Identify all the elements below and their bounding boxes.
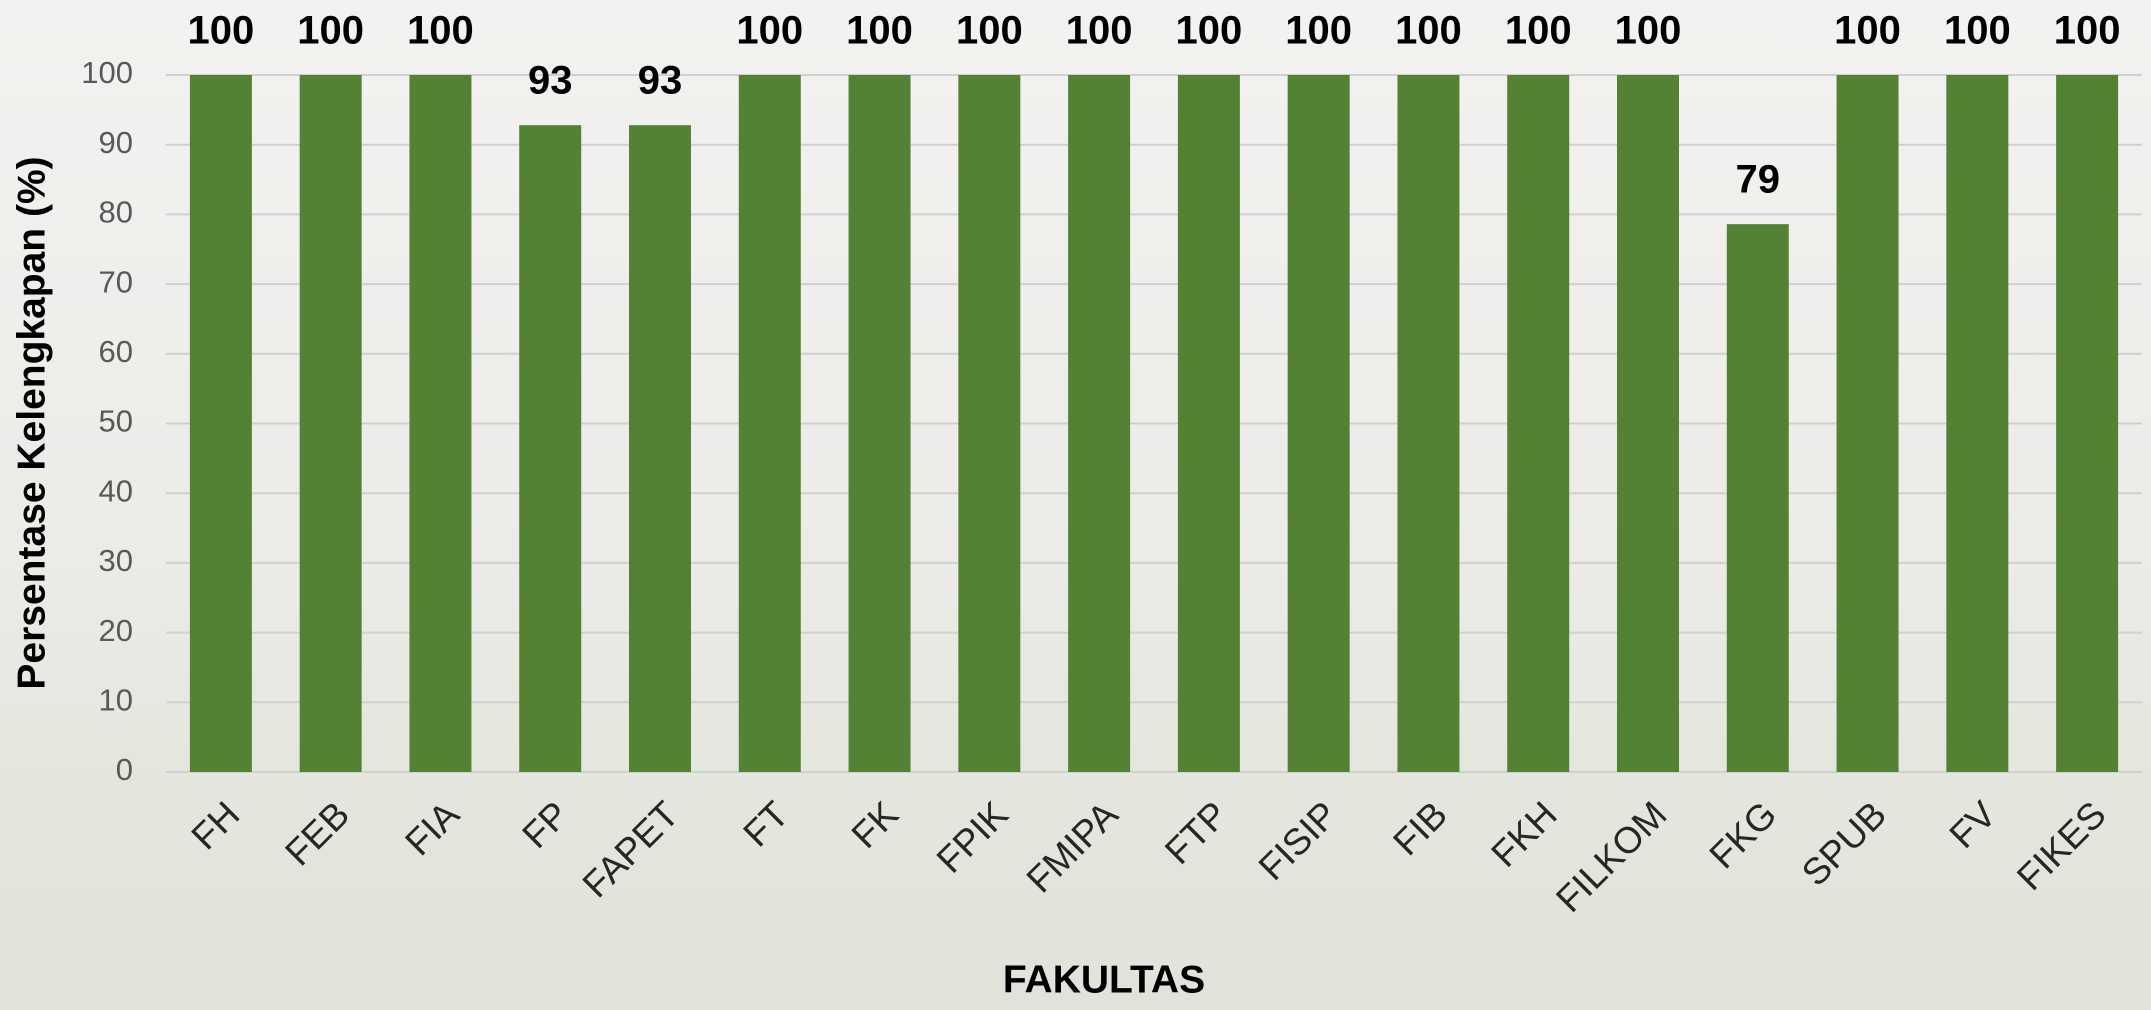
data-label: 100: [1176, 9, 1243, 53]
y-tick-label: 40: [99, 473, 133, 508]
y-tick-label: 10: [99, 682, 133, 717]
bar: [1507, 75, 1570, 772]
data-label: 100: [297, 9, 364, 53]
y-axis-title: Persentase Kelengkapan (%): [10, 156, 53, 689]
data-label: 100: [1834, 9, 1901, 53]
data-label: 100: [1066, 9, 1133, 53]
y-tick-label: 90: [99, 125, 133, 160]
data-label: 100: [1395, 9, 1462, 53]
y-tick-label: 100: [81, 55, 133, 90]
bar: [958, 75, 1021, 772]
bar: [1397, 75, 1460, 772]
data-label: 100: [1615, 9, 1682, 53]
bar: [409, 75, 472, 772]
data-label: 100: [846, 9, 913, 53]
data-label: 100: [1944, 9, 2011, 53]
bar: [1617, 75, 1679, 772]
y-tick-label: 0: [116, 752, 133, 787]
bar: [2056, 75, 2119, 772]
y-tick-label: 70: [99, 264, 133, 299]
y-tick-label: 60: [99, 334, 133, 369]
bar: [1726, 224, 1789, 772]
data-label: 79: [1736, 158, 1781, 202]
bar: [1287, 75, 1350, 772]
bar: [1946, 75, 2009, 772]
bar: [848, 75, 911, 772]
bar: [629, 125, 691, 772]
bar: [1068, 75, 1131, 772]
bar: [519, 125, 582, 772]
data-label: 100: [1505, 9, 1572, 53]
y-tick-label: 30: [99, 543, 133, 578]
data-label: 100: [407, 9, 474, 53]
bar: [189, 75, 252, 772]
data-label: 100: [1285, 9, 1352, 53]
data-label: 100: [188, 9, 255, 53]
data-label: 100: [2054, 9, 2121, 53]
data-label: 93: [638, 59, 683, 103]
data-label: 100: [956, 9, 1023, 53]
bar: [299, 75, 362, 772]
y-tick-label: 20: [99, 613, 133, 648]
y-tick-label: 50: [99, 404, 133, 439]
bar: [1836, 75, 1899, 772]
bar: [738, 75, 801, 772]
y-tick-label: 80: [99, 195, 133, 230]
data-label: 100: [736, 9, 803, 53]
x-axis-title: FAKULTAS: [1003, 958, 1205, 1001]
bar: [1177, 75, 1240, 772]
data-label: 93: [528, 59, 573, 103]
